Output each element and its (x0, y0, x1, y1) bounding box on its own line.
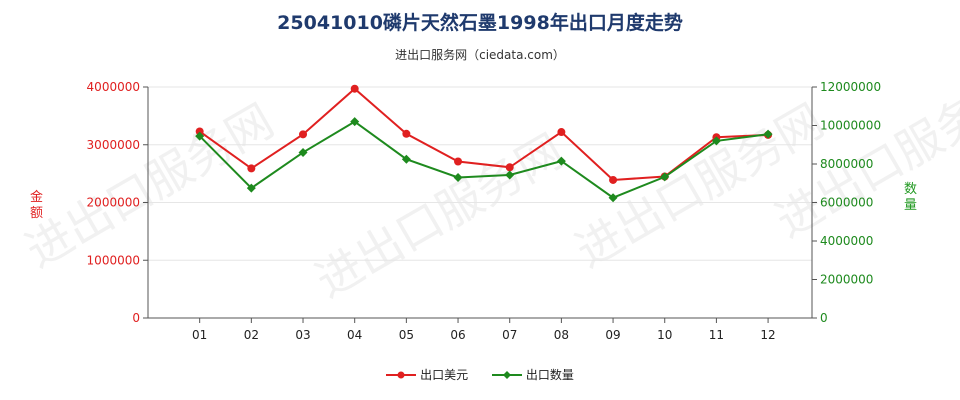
series-line-value (199, 87, 769, 182)
x-tick-label: 10 (657, 328, 672, 342)
data-point-value (350, 84, 359, 93)
data-point-quantity (660, 172, 670, 182)
left-tick-label: 1000000 (87, 253, 140, 267)
legend-item-quantity[interactable]: 出口数量 (491, 366, 574, 383)
data-point-quantity (350, 117, 360, 127)
left-axis-label: 金额 (30, 190, 44, 221)
legend-label-value: 出口美元 (420, 368, 469, 382)
legend-label-quantity: 出口数量 (525, 368, 574, 382)
data-point-value (557, 128, 566, 137)
x-tick-label: 02 (244, 328, 259, 342)
left-tick-label: 4000000 (87, 80, 140, 94)
legend-swatch-value (386, 371, 417, 378)
tick-labels: 0 1000000 2000000 3000000 4000000 0 2000000 400… (87, 80, 882, 342)
x-tick-label: 05 (399, 328, 414, 342)
data-point-value (609, 175, 618, 184)
data-point-quantity (401, 154, 411, 164)
left-tick-label: 0 (132, 311, 140, 325)
data-point-value (299, 130, 308, 139)
data-point-quantity (763, 129, 773, 139)
x-tick-label: 07 (502, 328, 517, 342)
data-point-quantity (608, 193, 618, 203)
data-point-quantity (195, 131, 205, 141)
right-axis-label: 数量 (904, 182, 918, 213)
grid-lines (148, 86, 812, 261)
data-point-value (454, 157, 463, 166)
x-tick-label: 09 (605, 328, 620, 342)
data-point-quantity (505, 170, 515, 180)
series-lines (195, 84, 773, 203)
right-tick-label: 4000000 (820, 234, 873, 248)
legend: 出口美元 出口数量 (0, 366, 960, 384)
data-point-value (505, 163, 514, 172)
series-line-quantity (198, 120, 769, 199)
data-point-quantity (453, 172, 463, 182)
legend-item-value[interactable]: 出口美元 (386, 366, 468, 383)
right-tick-label: 10000000 (820, 119, 881, 133)
x-tick-label: 04 (347, 328, 362, 342)
chart-subtitle: 进出口服务网（ciedata.com） (395, 48, 565, 62)
right-tick-label: 12000000 (820, 80, 881, 94)
x-tick-label: 03 (295, 328, 310, 342)
right-tick-label: 8000000 (820, 157, 873, 171)
left-tick-label: 3000000 (87, 138, 140, 152)
data-point-quantity (246, 183, 256, 193)
x-tick-label: 12 (760, 328, 775, 342)
data-point-quantity (298, 147, 308, 157)
right-tick-label: 2000000 (820, 273, 873, 287)
data-point-value (247, 164, 256, 173)
axes (143, 86, 817, 323)
x-tick-label: 06 (450, 328, 465, 342)
x-tick-label: 08 (554, 328, 569, 342)
x-tick-label: 01 (192, 328, 207, 342)
chart-title: 25041010磷片天然石墨1998年出口月度走势 (277, 12, 683, 34)
right-tick-label: 6000000 (820, 196, 873, 210)
right-tick-label: 0 (820, 311, 828, 325)
data-point-quantity (711, 136, 721, 146)
legend-swatch-quantity (491, 370, 522, 379)
data-point-value (402, 129, 411, 138)
data-point-value (195, 127, 204, 136)
x-tick-label: 11 (709, 328, 724, 342)
left-tick-label: 2000000 (87, 196, 140, 210)
data-point-quantity (556, 156, 566, 166)
